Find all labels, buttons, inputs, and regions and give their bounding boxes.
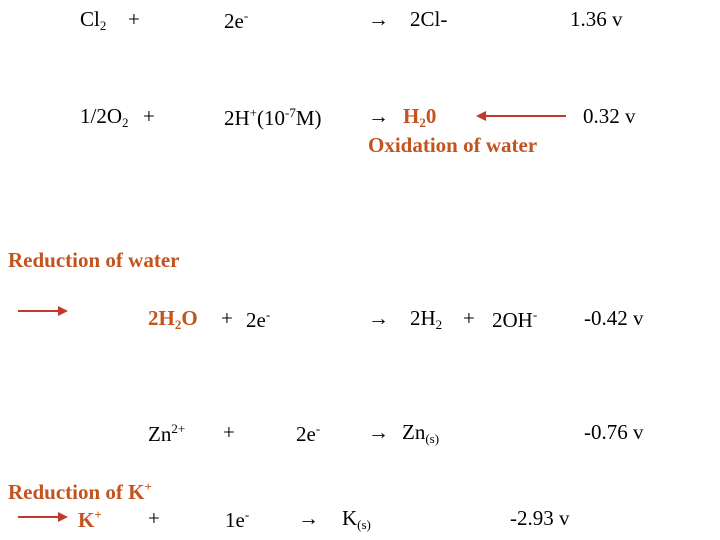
row2-hydrogen-ion: 2H+(10-7M) (224, 106, 322, 129)
row5-k-solid-text: K (342, 506, 358, 530)
row3-plus: + (221, 306, 233, 330)
reduction-of-k-label: Reduction of K+ (8, 480, 152, 503)
row2-conc-text: (10 (257, 106, 286, 130)
row3-oh-text: 2OH (492, 308, 533, 332)
row1-cl-text: Cl (80, 7, 100, 31)
row4-zn-state: (s) (425, 431, 440, 446)
row2-potential: 0.32 v (583, 104, 636, 128)
row3-e-text: 2e (246, 308, 266, 332)
row2-h-charge: + (249, 105, 258, 120)
oxidation-of-water-label: Oxidation of water (368, 133, 538, 157)
row3-arrow: → (368, 306, 389, 330)
row3-h2-subscript: 2 (435, 317, 443, 332)
row2-o-text: 1/2O (80, 104, 122, 128)
row4-plus: + (223, 420, 235, 444)
row3-product-oh: 2OH- (492, 308, 537, 331)
row5-plus: + (148, 506, 160, 530)
row3-e-charge: - (265, 307, 271, 322)
reduction-of-k-charge: + (144, 479, 152, 494)
row5-potential: -2.93 v (510, 506, 570, 530)
row1-cl-subscript: 2 (99, 18, 107, 33)
row2-h-text: 2H (224, 106, 250, 130)
row3-plus-2: + (463, 306, 475, 330)
row5-k-charge: + (94, 507, 102, 522)
row5-k-text: K (78, 508, 95, 532)
row4-zn-charge: 2+ (171, 421, 186, 436)
row4-potential: -0.76 v (584, 420, 644, 444)
row1-potential: 1.36 v (570, 7, 623, 31)
row2-conc-exponent: -7 (285, 105, 296, 120)
row1-reactant-cl2: Cl2 (80, 7, 107, 33)
row4-e-charge: - (315, 421, 321, 436)
row4-reactant-zn: Zn2+ (148, 422, 185, 445)
reduction-of-water-label: Reduction of water (8, 248, 180, 272)
row3-water-subscript: 2 (174, 317, 182, 332)
row3-product-h2: 2H2 (410, 306, 443, 332)
row3-water-h: 2H (148, 306, 175, 330)
row5-reactant-k: K+ (78, 508, 102, 531)
row3-potential: -0.42 v (584, 306, 644, 330)
row5-arrow: → (298, 506, 319, 530)
row2-o-subscript: 2 (122, 115, 129, 130)
row4-product-zn: Zn(s) (402, 420, 440, 446)
row2-water-subscript: 2 (419, 115, 426, 130)
row4-electrons: 2e- (296, 422, 320, 445)
row5-electrons: 1e- (225, 508, 249, 531)
row2-arrow: → (368, 104, 389, 128)
oxidation-arrow-icon (476, 111, 566, 121)
row5-e-text: 1e (225, 508, 245, 532)
row5-k-state: (s) (357, 517, 371, 532)
row3-water-o: O (181, 306, 198, 330)
row1-e-charge: - (243, 8, 249, 23)
row2-conc-unit: M) (295, 106, 322, 130)
row1-product: 2Cl- (410, 7, 448, 31)
row2-product-water: H20 (403, 104, 437, 130)
row1-arrow: → (368, 7, 389, 31)
row2-reactant-o2: 1/2O2 (80, 104, 129, 130)
row2-water-o: 0 (425, 104, 437, 128)
row4-zn-solid-text: Zn (402, 420, 426, 444)
row2-plus: + (143, 104, 155, 128)
row1-plus: + (128, 7, 140, 31)
row1-e-text: 2e (224, 9, 244, 33)
row3-electrons: 2e- (246, 308, 270, 331)
row4-e-text: 2e (296, 422, 316, 446)
row1-electrons: 2e- (224, 9, 248, 32)
row4-zn-text: Zn (148, 422, 172, 446)
reduction-water-arrow-icon (18, 306, 68, 316)
row5-product-k: K(s) (342, 506, 371, 532)
row4-arrow: → (368, 420, 389, 444)
reduction-of-k-text: Reduction of K (8, 480, 145, 504)
row3-reactant-water: 2H2O (148, 306, 198, 332)
row3-oh-charge: - (532, 307, 538, 322)
row5-e-charge: - (244, 507, 250, 522)
reduction-k-arrow-icon (18, 512, 68, 522)
row2-water-h: H (403, 104, 420, 128)
row3-h2-text: 2H (410, 306, 436, 330)
